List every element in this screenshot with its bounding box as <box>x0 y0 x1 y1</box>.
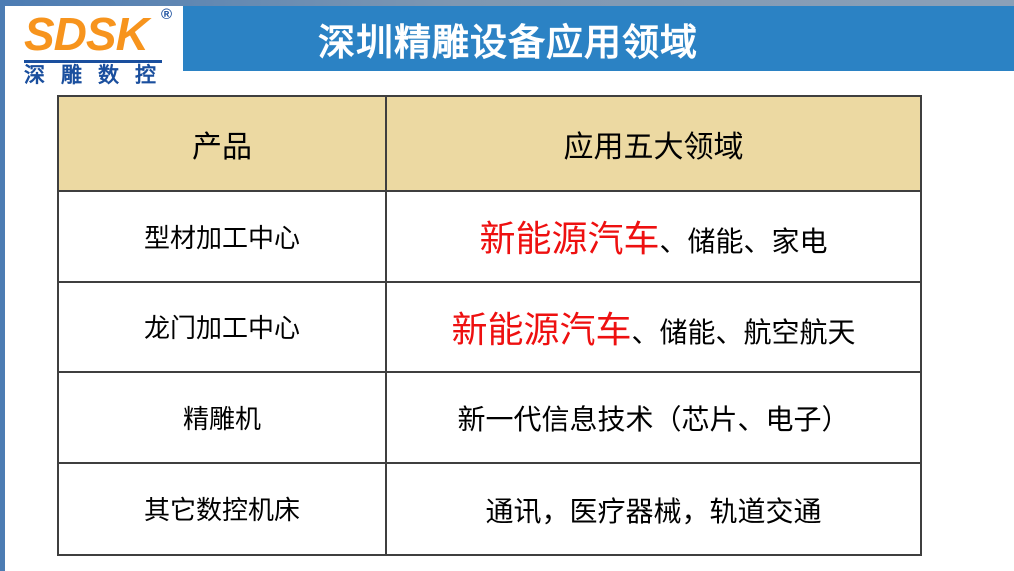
product-cell: 精雕机 <box>59 373 387 464</box>
highlight-text: 新能源汽车 <box>479 219 660 260</box>
product-cell: 其它数控机床 <box>59 463 387 554</box>
applications-text: 、储能、航空航天 <box>631 317 856 349</box>
product-cell: 龙门加工中心 <box>59 282 387 373</box>
applications-text: 新一代信息技术（芯片、电子） <box>457 405 850 437</box>
product-cell: 型材加工中心 <box>59 192 387 283</box>
applications-line: 新能源汽车、储能、航空航天 <box>451 301 855 353</box>
applications-cell: 新能源汽车、储能、航空航天 <box>387 283 920 373</box>
registered-trademark-icon: ® <box>160 6 172 23</box>
column-header-applications: 应用五大领域 <box>387 97 920 192</box>
applications-line: 新一代信息技术（芯片、电子） <box>457 396 849 438</box>
slide-left-border <box>0 0 5 571</box>
applications-cell: 通讯，医疗器械，轨道交通 <box>387 464 920 555</box>
applications-cell: 新一代信息技术（芯片、电子） <box>387 373 920 464</box>
applications-table: 产品 应用五大领域 型材加工中心 新能源汽车、储能、家电 龙门加工中心 新能源汽… <box>57 95 922 556</box>
highlight-text: 新能源汽车 <box>451 309 632 350</box>
sdsk-logo: SDSK ® 深雕数控 <box>24 6 172 87</box>
slide-title: 深圳精雕设备应用领域 <box>318 22 698 64</box>
applications-line: 通讯，医疗器械，轨道交通 <box>485 488 821 530</box>
title-banner: 深圳精雕设备应用领域 <box>183 6 1014 71</box>
applications-line: 新能源汽车、储能、家电 <box>479 210 827 262</box>
applications-cell: 新能源汽车、储能、家电 <box>387 192 920 283</box>
logo-subtitle: 深雕数控 <box>24 64 172 87</box>
logo-brand-text: SDSK <box>24 8 149 60</box>
applications-text: 通讯，医疗器械，轨道交通 <box>485 496 822 528</box>
slide-top-border <box>0 0 1014 6</box>
logo-brand-row: SDSK ® <box>24 6 172 60</box>
logo-divider <box>24 60 162 63</box>
column-header-product: 产品 <box>59 97 387 192</box>
applications-text: 、储能、家电 <box>659 227 828 259</box>
